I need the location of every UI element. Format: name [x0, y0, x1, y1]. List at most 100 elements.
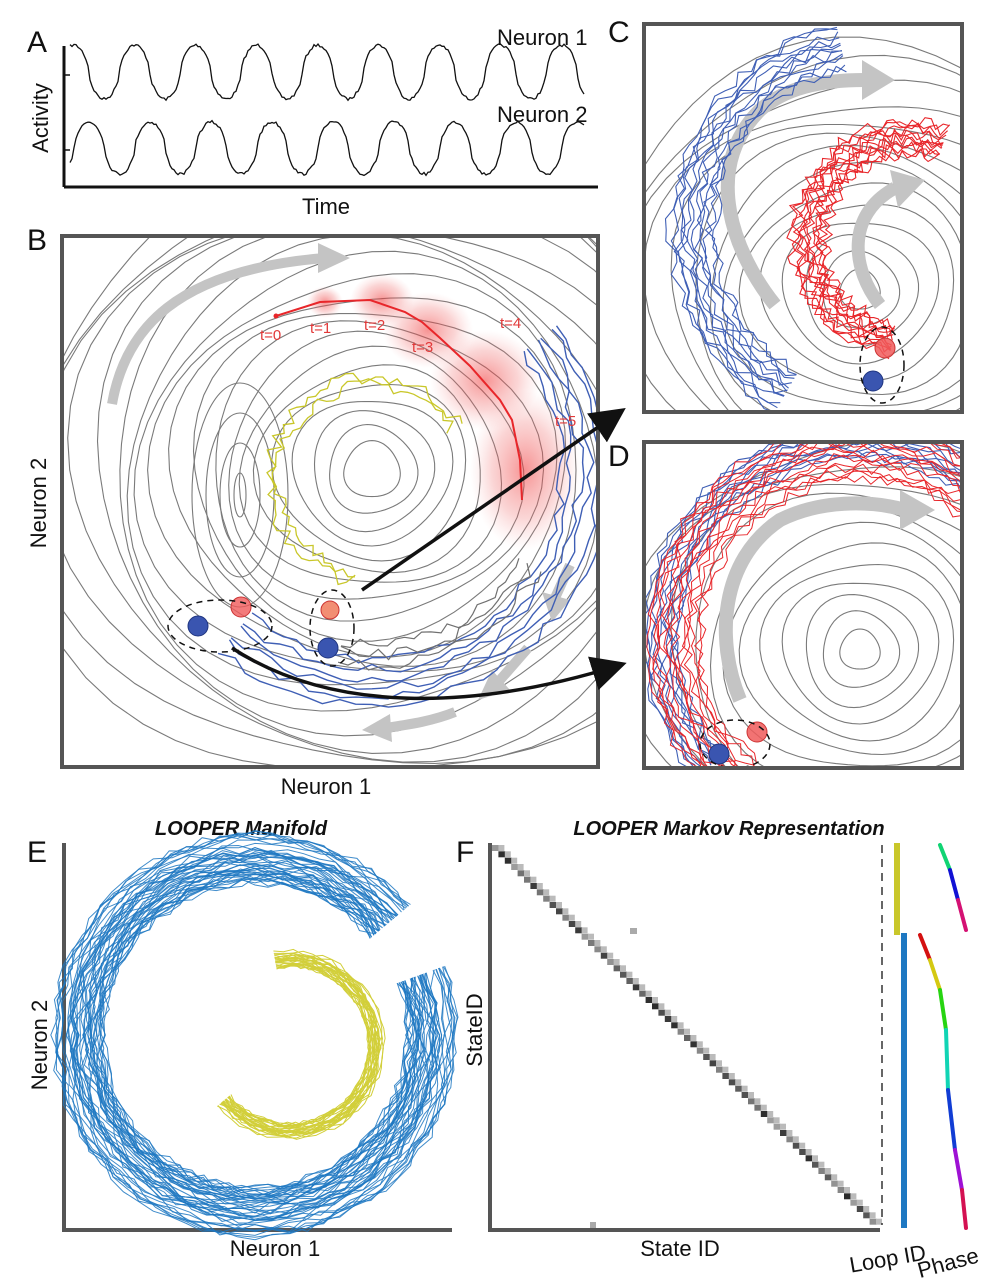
matrix-cell	[799, 1142, 806, 1149]
gray-trajectory	[337, 571, 542, 671]
red-trajectory	[680, 459, 962, 768]
blue-trajectory	[693, 50, 843, 386]
matrix-cell	[664, 1016, 672, 1022]
red-trajectory	[658, 442, 962, 768]
manifold-trajectory	[91, 871, 417, 1200]
matrix-cell	[594, 946, 602, 953]
contour-line	[738, 542, 962, 756]
blue-trajectory	[217, 325, 598, 708]
matrix-cell	[754, 1104, 762, 1111]
contour-line	[119, 236, 598, 712]
contour-line	[839, 628, 881, 670]
contour-line	[291, 400, 454, 547]
red-trajectory	[791, 119, 951, 352]
matrix-cell	[716, 1060, 722, 1067]
contour-line	[168, 297, 567, 658]
matrix-cell	[543, 895, 551, 902]
contour-line	[329, 423, 419, 514]
red-trajectory	[797, 124, 947, 351]
gray-flow-arrowhead-c-inner	[890, 170, 925, 208]
matrix-cell	[524, 870, 530, 877]
red-state-marker	[230, 596, 252, 618]
matrix-cell	[620, 971, 627, 978]
red-trajectory	[686, 469, 962, 766]
markov-transition-matrix	[492, 845, 882, 1228]
manifold-trajectory-yellow	[225, 959, 378, 1130]
panel-a-ylabel: Activity	[28, 83, 53, 153]
panel-c-frame	[642, 22, 964, 414]
panel-d-trajectories	[644, 442, 962, 768]
red-state-marker-c	[874, 337, 896, 359]
matrix-cell	[590, 1222, 596, 1228]
matrix-cell	[844, 1193, 851, 1200]
matrix-cell	[690, 1041, 698, 1048]
matrix-cell	[735, 1085, 743, 1092]
manifold-trajectory	[99, 876, 412, 1192]
matrix-cell	[581, 933, 589, 940]
gray-flow-arrow-top	[107, 253, 326, 405]
contour-line	[313, 410, 436, 533]
matrix-cell	[562, 908, 569, 915]
panel-c-trajectories	[664, 26, 951, 412]
contour-line	[738, 182, 962, 396]
contour-line	[133, 250, 598, 672]
matrix-cell	[645, 997, 653, 1003]
manifold-trajectory-yellow	[229, 961, 372, 1129]
matrix-cell	[575, 927, 583, 934]
panel-e-xlabel: Neuron 1	[230, 1236, 321, 1261]
red-trajectory	[670, 453, 962, 768]
predicted-path	[275, 298, 523, 501]
matrix-cell	[652, 1003, 659, 1010]
gray-flow-arrow-right-2	[496, 644, 532, 684]
matrix-cell	[511, 864, 519, 870]
matrix-cell	[856, 1206, 864, 1212]
manifold-trajectory-yellow	[225, 962, 374, 1130]
matrix-cell	[722, 1066, 729, 1073]
red-trajectory	[681, 463, 962, 768]
panel-b-letter: B	[27, 224, 47, 257]
matrix-cell	[549, 902, 557, 908]
matrix-cell	[869, 1218, 877, 1225]
matrix-cell	[786, 1136, 794, 1143]
manifold-trajectory	[92, 870, 420, 1200]
matrix-cell	[690, 1035, 697, 1041]
time-label-t5: t=5	[555, 413, 576, 430]
t0-marker	[273, 313, 279, 319]
manifold-trajectory-yellow	[217, 948, 386, 1140]
matrix-cell	[607, 952, 614, 959]
matrix-cell	[664, 1009, 671, 1016]
manifold-trajectory	[56, 834, 455, 1236]
matrix-cell	[741, 1092, 749, 1098]
panel-e-letter: E	[27, 836, 47, 869]
matrix-cell	[504, 851, 511, 858]
matrix-cell	[536, 883, 543, 889]
gray-flow-arrowhead-d	[900, 490, 935, 530]
contour-line	[233, 472, 247, 518]
panel-b-frame	[60, 234, 600, 769]
panel-f-letter: F	[456, 836, 474, 869]
matrix-cell	[824, 1174, 832, 1181]
matrix-cell	[844, 1187, 850, 1193]
red-state-marker-2	[320, 600, 340, 620]
gray-trajectory	[340, 558, 520, 649]
matrix-cell	[837, 1180, 844, 1187]
manifold-trajectory	[79, 859, 433, 1214]
blue-trajectory	[664, 28, 838, 412]
manifold-trajectory	[82, 863, 423, 1206]
gray-flow-arrowhead-c-outer	[862, 60, 895, 100]
matrix-cell	[876, 1218, 882, 1225]
manifold-trajectory	[70, 852, 440, 1219]
panel-f-title: LOOPER Markov Representation	[573, 818, 884, 840]
matrix-cell	[703, 1047, 710, 1054]
matrix-cell	[613, 965, 621, 972]
manifold-trajectory-yellow	[228, 964, 370, 1127]
phase-curve-yellow-loop	[956, 898, 968, 932]
gray-flow-arrow-c-outer	[720, 73, 866, 310]
matrix-cell	[741, 1085, 748, 1092]
matrix-cell	[696, 1041, 703, 1048]
red-trajectory	[646, 442, 962, 768]
panel-f-ylabel: StateID	[462, 993, 487, 1066]
panel-f: F LOOPER Markov Representation State ID …	[456, 818, 981, 1282]
manifold-trajectory-yellow	[224, 956, 376, 1133]
